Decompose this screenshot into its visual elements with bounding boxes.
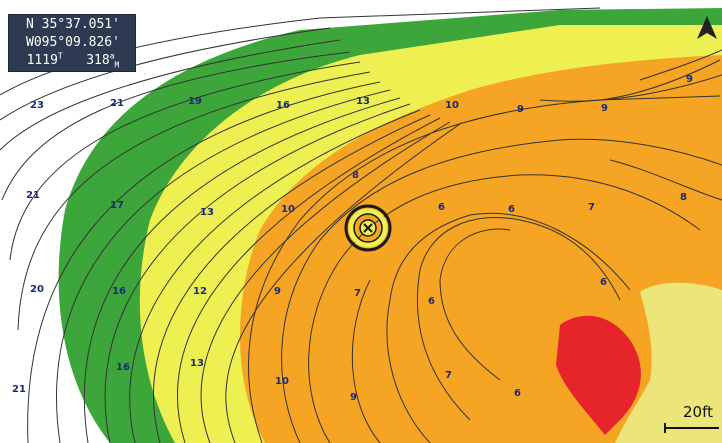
depth-label: 12 — [193, 286, 207, 297]
depth-label: 6 — [508, 204, 515, 215]
depth-label: 9 — [601, 103, 608, 114]
depth-label: 6 — [438, 202, 445, 213]
depth-label: 13 — [356, 96, 370, 107]
depth-label: 13 — [200, 207, 214, 218]
depth-label: 9 — [517, 104, 524, 115]
position-readout: N 35°37.051' W095°09.826' 1119T 318aM — [8, 14, 136, 72]
depth-label: 7 — [445, 370, 452, 381]
depth-label: 6 — [428, 296, 435, 307]
depth-label: 7 — [588, 202, 595, 213]
depth-label: 7 — [354, 288, 361, 299]
depth-label: 9 — [274, 286, 281, 297]
depth-label: 10 — [445, 100, 459, 111]
depth-label: 21 — [110, 98, 124, 109]
depth-label: 17 — [110, 200, 124, 211]
latitude-text: N 35°37.051' — [26, 17, 120, 32]
heading-value: 1119 — [26, 53, 58, 68]
depth-label: 16 — [112, 286, 126, 297]
scale-label: 20ft — [683, 403, 713, 421]
distance-value: 318 — [86, 53, 110, 68]
scale-bar-icon — [664, 423, 719, 433]
depth-label: 23 — [30, 100, 44, 111]
longitude-text: W095°09.826' — [26, 35, 120, 50]
depth-labels: 23 21 19 16 13 10 9 9 9 21 17 13 10 8 6 … — [12, 74, 693, 403]
depth-label: 6 — [600, 277, 607, 288]
depth-label: 21 — [12, 384, 26, 395]
heading-distance-row: 1119T 318aM — [9, 52, 137, 70]
shoal-yellow-area — [615, 282, 722, 443]
depth-label: 9 — [686, 74, 693, 85]
distance-unit-bottom: M — [114, 60, 120, 70]
depth-label: 21 — [26, 190, 40, 201]
depth-label: 6 — [514, 388, 521, 399]
north-arrow-icon[interactable] — [694, 14, 720, 42]
depth-label: 16 — [116, 362, 130, 373]
depth-label: 8 — [680, 192, 687, 203]
depth-label: 13 — [190, 358, 204, 369]
depth-label: 19 — [188, 96, 202, 107]
depth-label: 16 — [276, 100, 290, 111]
depth-label: 9 — [350, 392, 357, 403]
waypoint-x-icon[interactable] — [344, 204, 392, 252]
depth-label: 10 — [275, 376, 289, 387]
heading-unit: T — [57, 51, 63, 61]
contour-lines — [0, 7, 722, 443]
depth-label: 20 — [30, 284, 44, 295]
depth-label: 8 — [352, 170, 359, 181]
distance-unit-top: a — [109, 51, 115, 61]
shoal-red-area — [556, 315, 641, 435]
depth-label: 10 — [281, 204, 295, 215]
